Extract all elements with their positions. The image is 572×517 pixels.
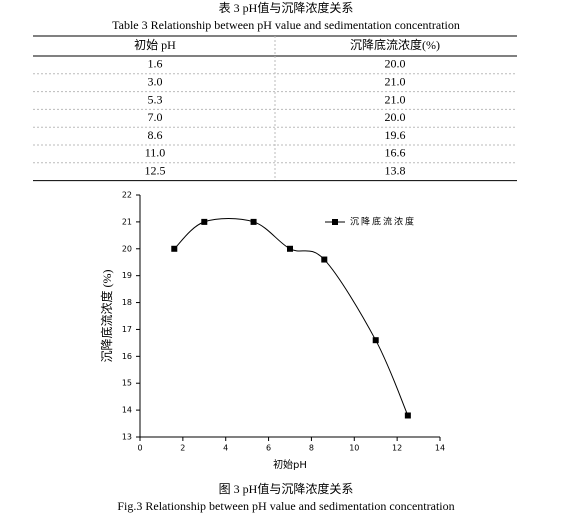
marker bbox=[201, 218, 208, 225]
table-header: 初始 pH bbox=[134, 38, 176, 52]
table-cell: 11.0 bbox=[145, 146, 166, 160]
table-cell: 19.6 bbox=[385, 128, 406, 142]
marker bbox=[250, 218, 257, 225]
table-cell: 13.8 bbox=[385, 163, 406, 177]
marker bbox=[287, 245, 293, 252]
table-title-en: Table 3 Relationship between pH value an… bbox=[112, 18, 460, 32]
marker bbox=[321, 256, 328, 263]
marker bbox=[404, 412, 411, 419]
x-tick-label: 12 bbox=[392, 444, 402, 453]
table-cell: 16.6 bbox=[385, 146, 406, 160]
table-cell: 20.0 bbox=[385, 110, 406, 124]
table-cell: 21.0 bbox=[385, 74, 406, 88]
y-tick-label: 18 bbox=[122, 298, 132, 307]
y-tick-label: 14 bbox=[122, 406, 132, 415]
table-header: 沉降底流浓度(%) bbox=[350, 37, 440, 52]
table-cell: 3.0 bbox=[148, 74, 163, 88]
table-cell: 20.0 bbox=[385, 57, 406, 71]
x-tick-label: 10 bbox=[349, 444, 359, 453]
y-axis-label: 沉降底流浓度 (%) bbox=[99, 270, 114, 363]
marker bbox=[171, 245, 178, 252]
y-tick-label: 15 bbox=[122, 379, 132, 388]
y-tick-label: 13 bbox=[122, 433, 132, 442]
y-tick-label: 22 bbox=[122, 191, 132, 200]
table-title-cn: 表 3 pH值与沉降浓度关系 bbox=[219, 0, 354, 15]
x-tick-label: 8 bbox=[309, 444, 314, 453]
x-tick-label: 6 bbox=[266, 444, 271, 453]
x-tick-label: 4 bbox=[223, 444, 228, 453]
table-cell: 1.6 bbox=[148, 57, 163, 71]
figure-caption-en: Fig.3 Relationship between pH value and … bbox=[117, 499, 454, 513]
y-tick-label: 21 bbox=[122, 217, 132, 226]
x-axis-label: 初始pH bbox=[273, 458, 307, 471]
y-tick-label: 17 bbox=[122, 325, 132, 334]
y-tick-label: 19 bbox=[122, 271, 132, 280]
x-tick-label: 14 bbox=[435, 444, 445, 453]
x-tick-label: 2 bbox=[180, 444, 185, 453]
marker bbox=[372, 337, 379, 344]
x-tick-label: 0 bbox=[137, 444, 142, 453]
table-cell: 7.0 bbox=[148, 110, 163, 124]
table-cell: 8.6 bbox=[148, 128, 163, 142]
table-cell: 21.0 bbox=[385, 92, 406, 106]
table-cell: 12.5 bbox=[145, 163, 166, 177]
y-tick-label: 20 bbox=[122, 244, 132, 253]
legend-marker bbox=[332, 219, 338, 225]
legend-label: 沉降底流浓度 bbox=[350, 216, 416, 228]
y-tick-label: 16 bbox=[122, 352, 132, 361]
table-cell: 5.3 bbox=[148, 92, 163, 106]
figure-caption-cn: 图 3 pH值与沉降浓度关系 bbox=[219, 481, 354, 496]
